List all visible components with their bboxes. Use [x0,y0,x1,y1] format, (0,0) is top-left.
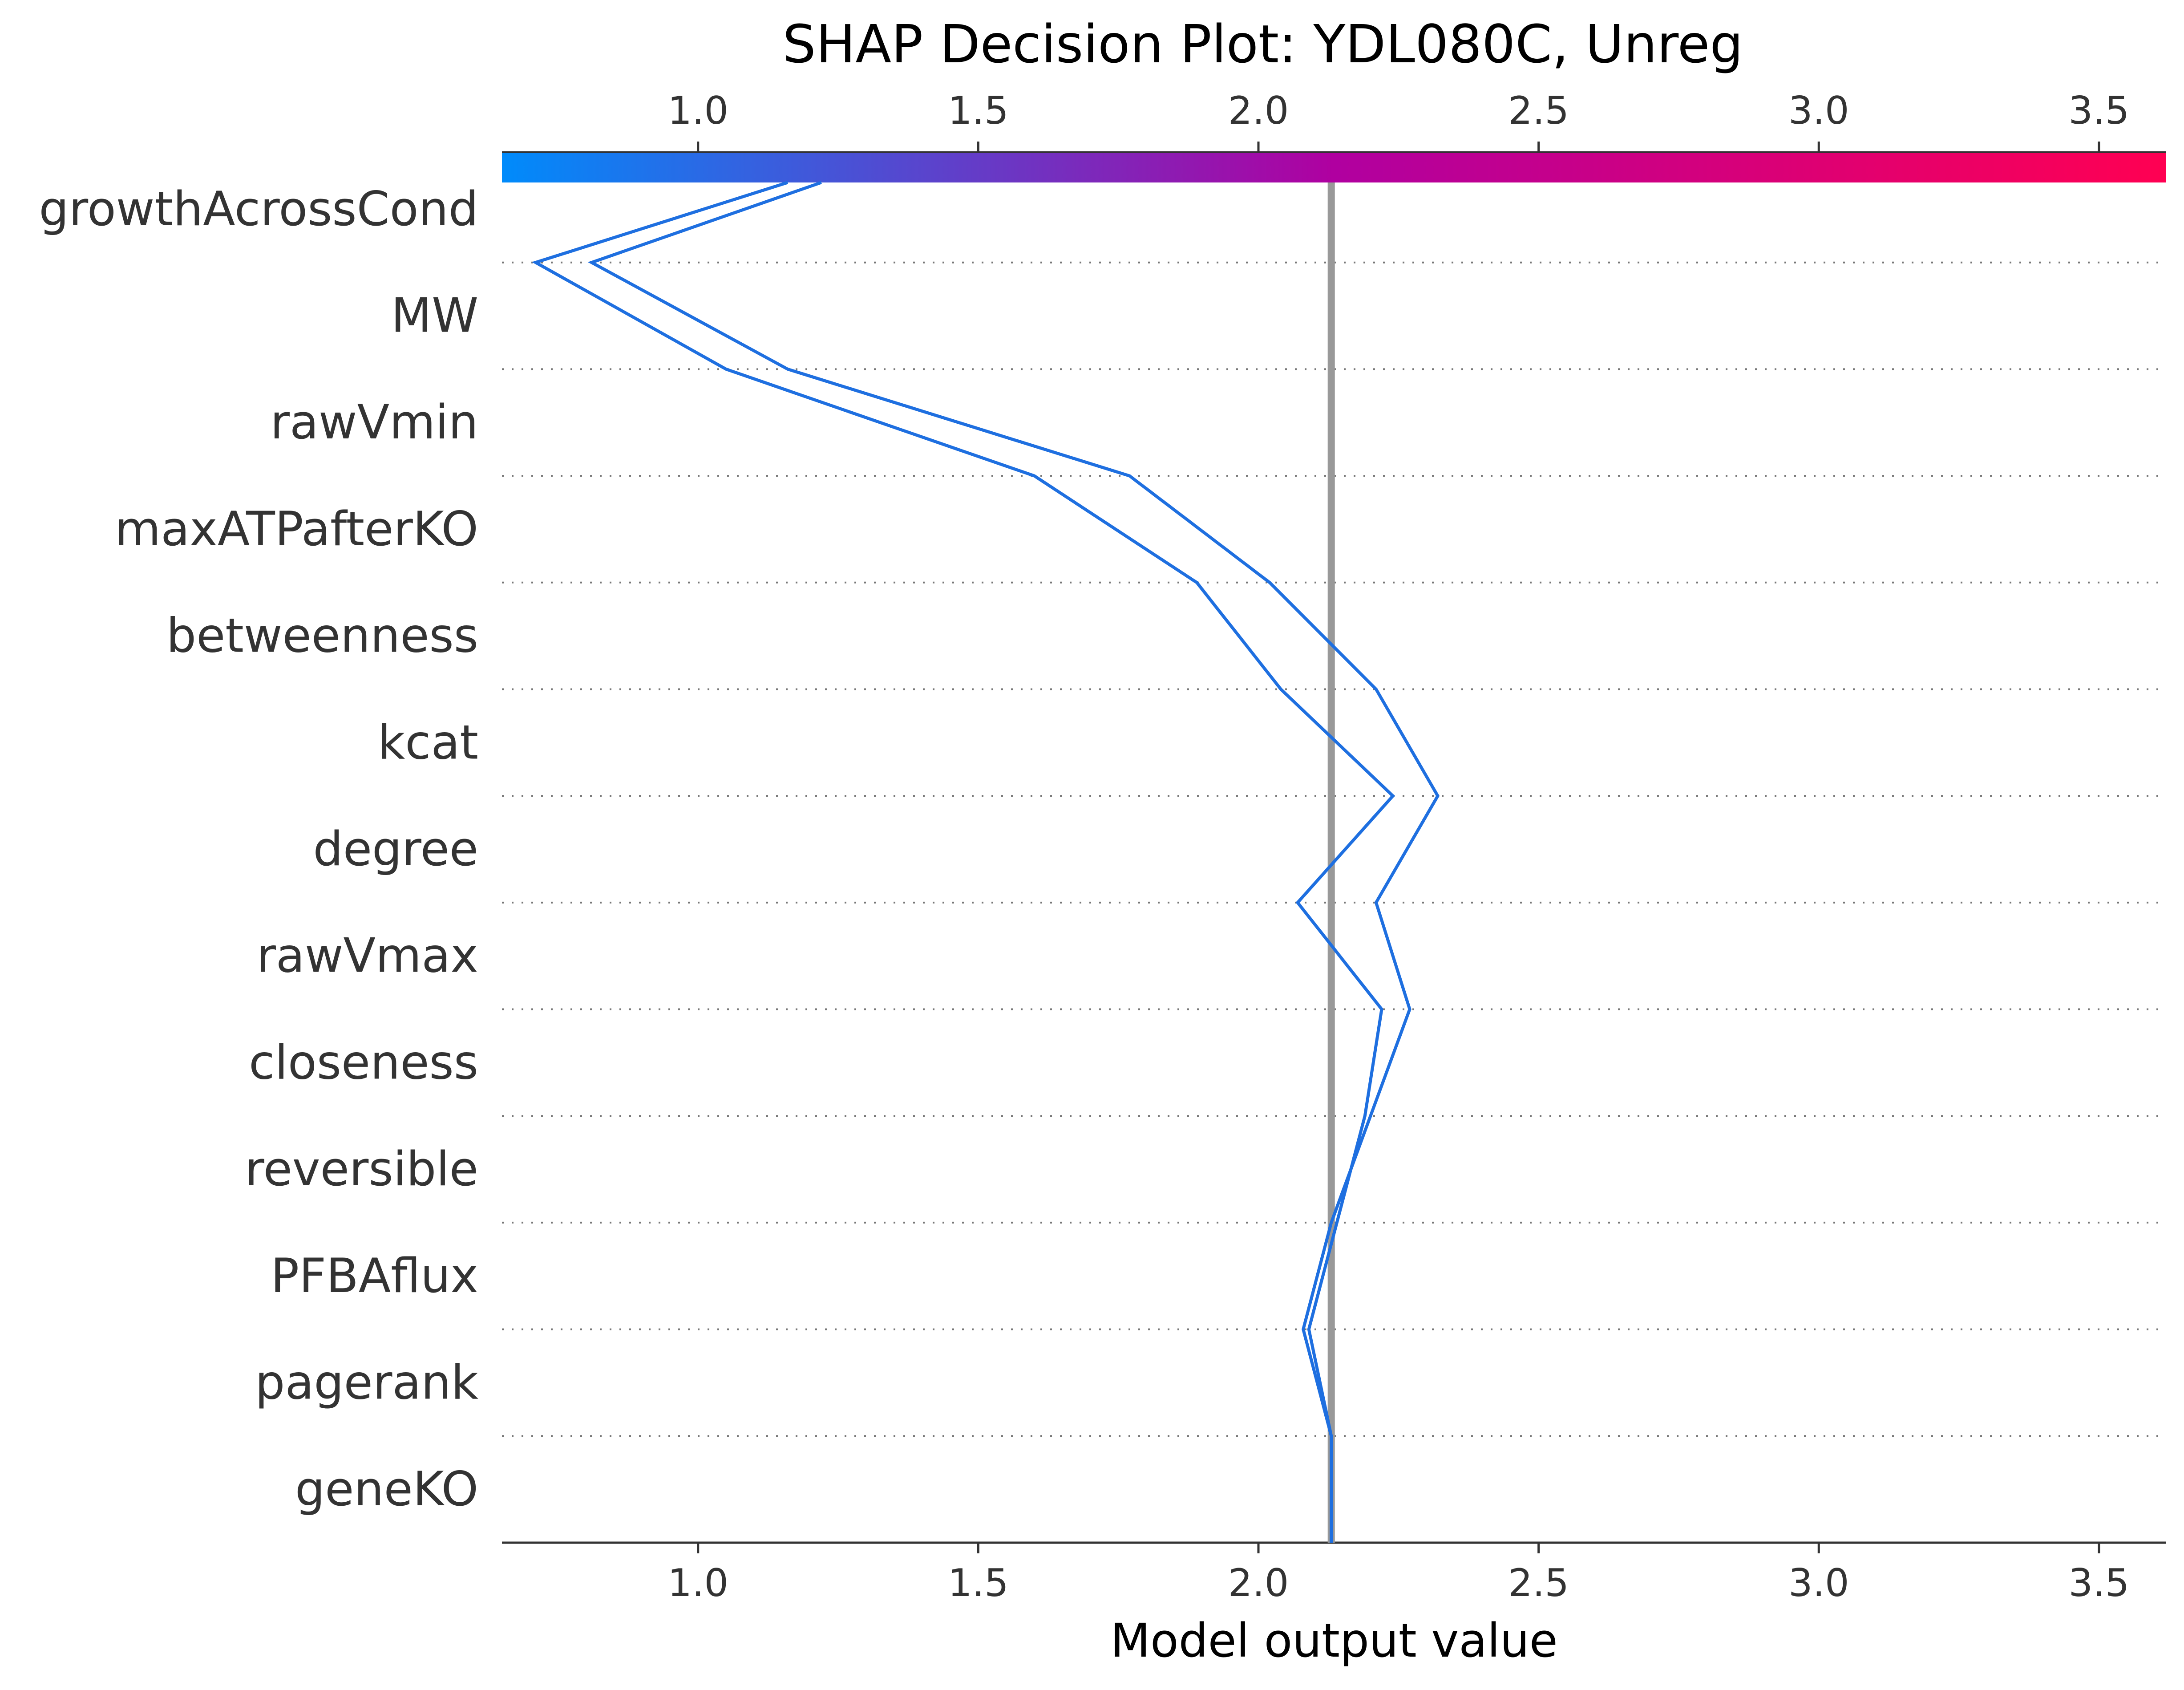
feature-label: closeness [249,1035,478,1090]
feature-label: kcat [378,715,478,770]
feature-label: growthAcrossCond [39,182,478,236]
x-tick-label: 2.0 [1228,1561,1289,1605]
decision-lines [531,181,1440,1543]
x-tick-label: 2.5 [1508,1561,1569,1605]
x-tick-label-top: 1.5 [948,89,1009,133]
x-tick-label: 1.0 [667,1561,728,1605]
feature-label: pagerank [255,1355,478,1410]
chart-title: SHAP Decision Plot: YDL080C, Unreg [783,13,1743,75]
decision-line [531,181,1395,1543]
x-tick-label: 3.0 [1788,1561,1849,1605]
decision-line [587,181,1440,1543]
colorbar [502,151,2166,182]
x-axis-ticks: 1.0 1.0 1.5 1.5 2.0 2.0 2.5 2.5 3.0 3.0 3.5 3.5 [667,89,2129,1605]
feature-labels: growthAcrossCond MW rawVmin maxATPafterKO be… [39,182,478,1516]
x-tick-label: 3.5 [2068,1561,2129,1605]
x-tick-label-top: 2.5 [1508,89,1569,133]
x-tick-label-top: 3.0 [1788,89,1849,133]
feature-label: MW [391,288,478,343]
x-tick-label-top: 2.0 [1228,89,1289,133]
feature-label: degree [313,822,478,876]
x-tick-label-top: 1.0 [667,89,728,133]
x-tick-label-top: 3.5 [2068,89,2129,133]
feature-label: PFBAflux [271,1248,478,1303]
feature-label: rawVmin [270,395,478,450]
feature-label: geneKO [295,1462,478,1516]
x-tick-label: 1.5 [948,1561,1009,1605]
feature-label: reversible [245,1142,478,1196]
feature-label: rawVmax [256,928,478,983]
x-axis-label: Model output value [1110,1613,1557,1668]
feature-label: betweenness [166,608,478,663]
feature-label: maxATPafterKO [115,502,478,556]
